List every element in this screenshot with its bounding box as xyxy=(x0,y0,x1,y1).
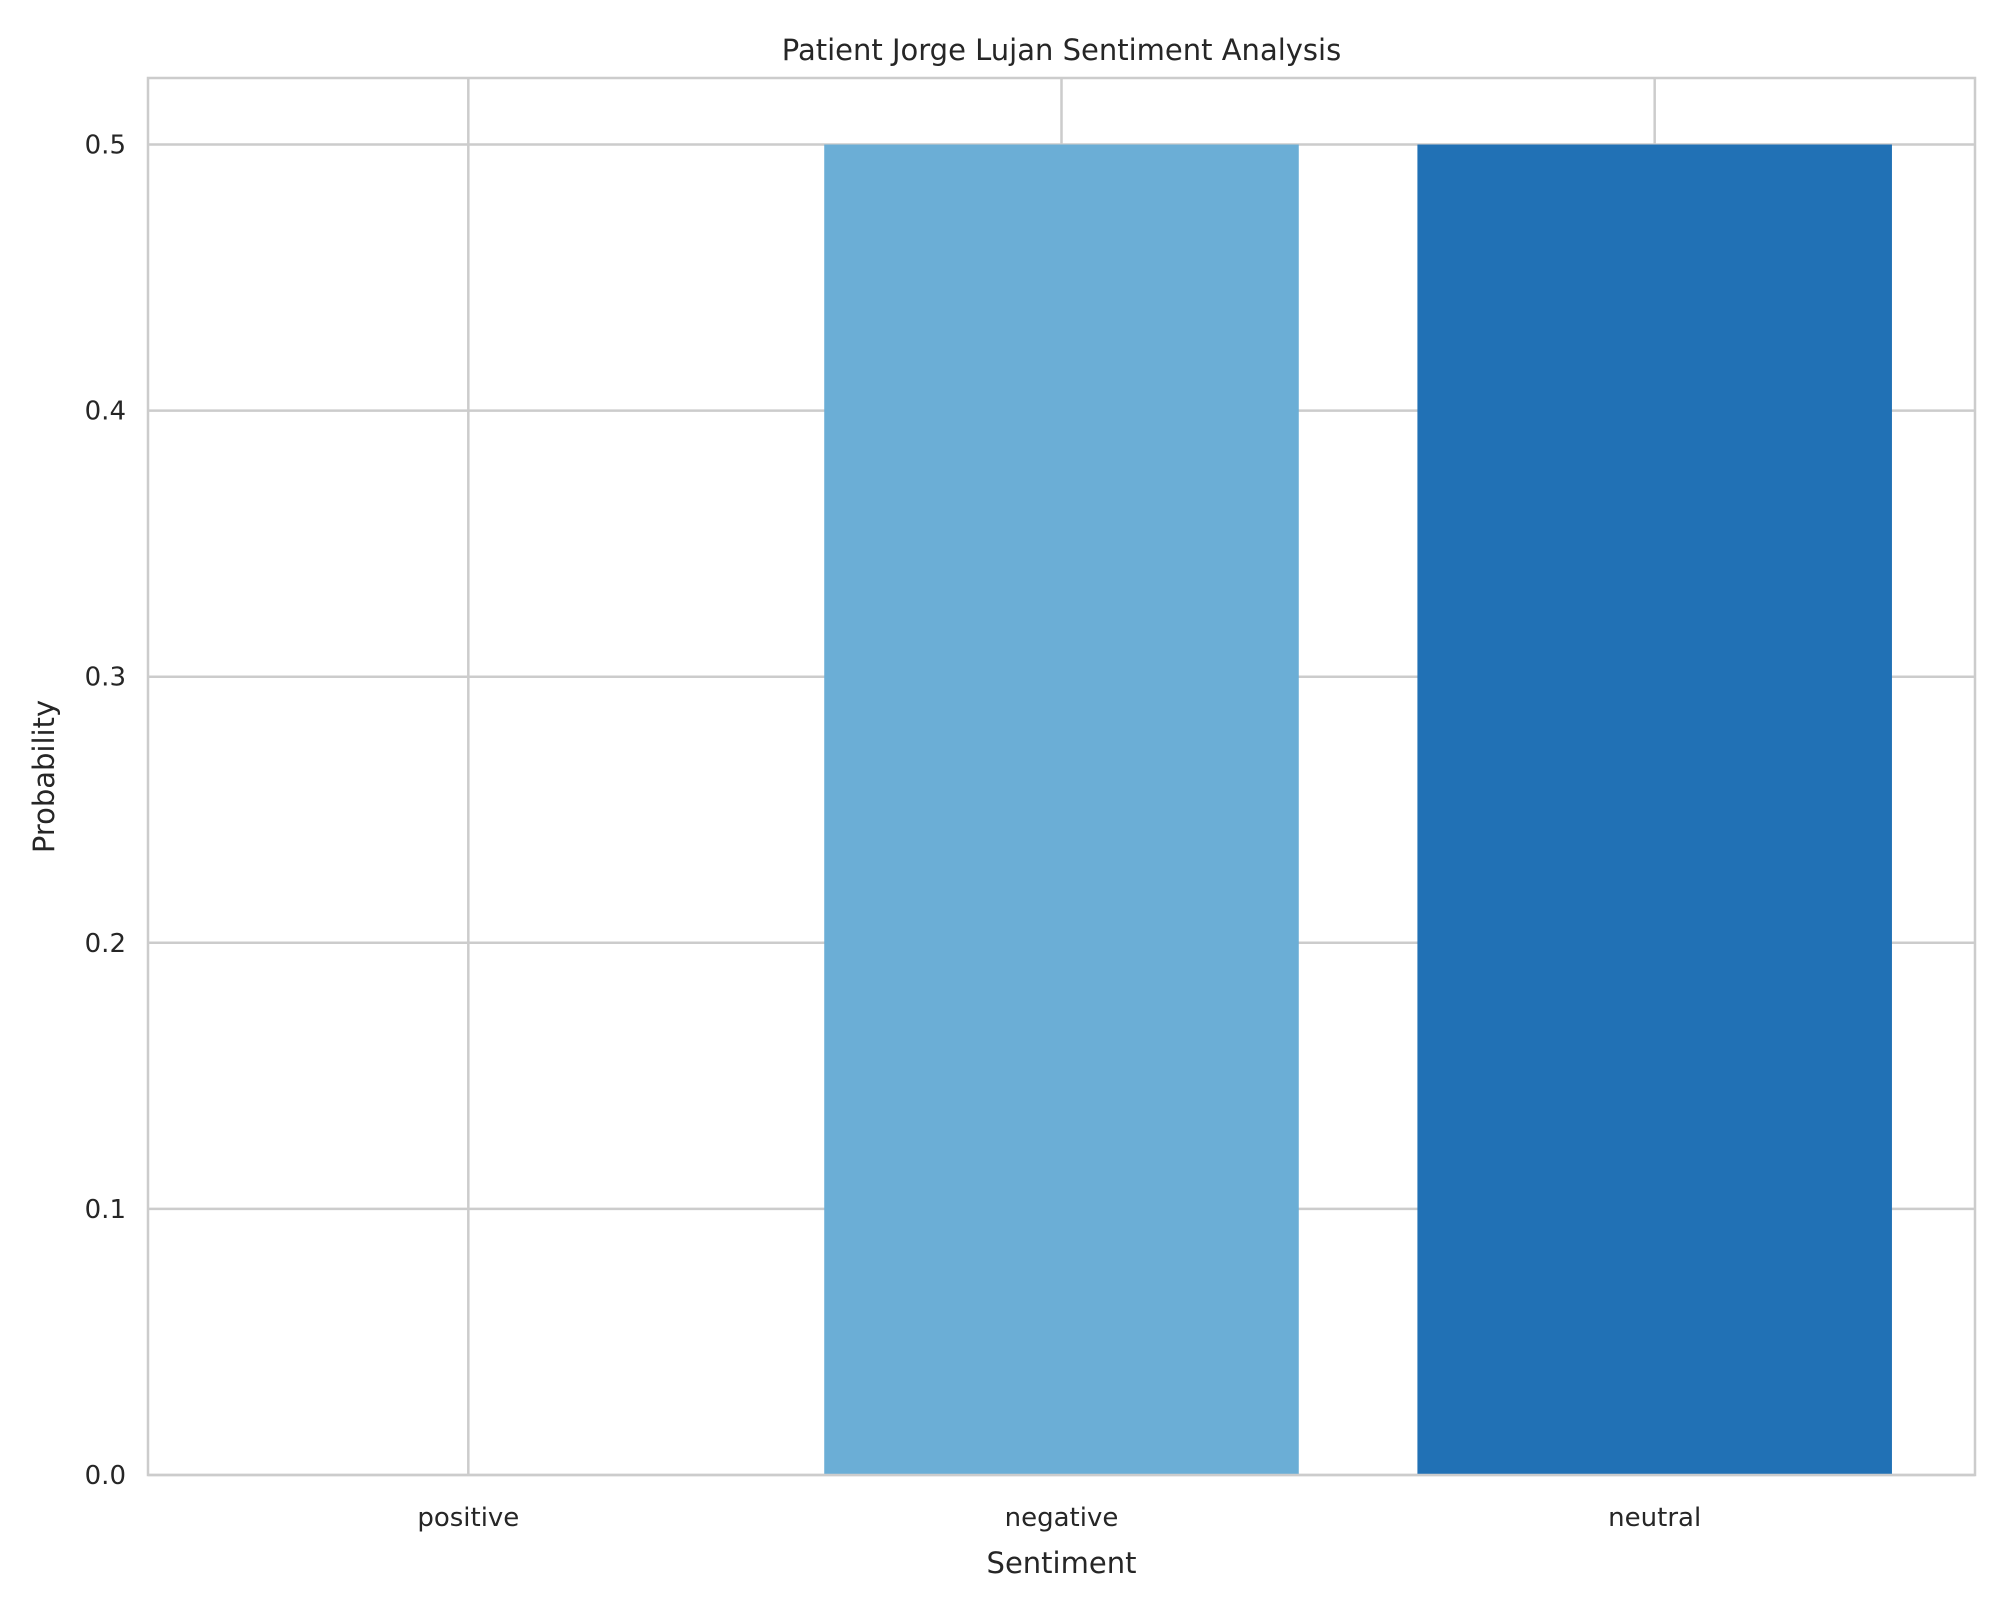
y-tick-label: 0.0 xyxy=(85,1461,126,1491)
bar-negative xyxy=(824,144,1299,1475)
x-axis-label: Sentiment xyxy=(987,1546,1137,1580)
x-tick-label-positive: positive xyxy=(417,1503,519,1533)
plot-frame xyxy=(146,76,1977,1477)
y-tick-label: 0.3 xyxy=(85,663,126,693)
y-tick-label: 0.5 xyxy=(85,131,126,161)
y-tick-label: 0.4 xyxy=(85,397,126,427)
y-tick-label: 0.1 xyxy=(85,1195,126,1225)
y-tick-label: 0.2 xyxy=(85,929,126,959)
y-tick-labels: 0.0 0.1 0.2 0.3 0.4 0.5 xyxy=(85,131,126,1491)
y-axis-label: Probability xyxy=(27,700,61,853)
chart-title: Patient Jorge Lujan Sentiment Analysis xyxy=(782,33,1341,67)
bars xyxy=(824,144,1892,1475)
x-tick-label-negative: negative xyxy=(1005,1503,1119,1533)
x-tick-label-neutral: neutral xyxy=(1608,1503,1701,1533)
bar-neutral xyxy=(1417,144,1892,1475)
x-tick-labels: positive negative neutral xyxy=(417,1503,1701,1533)
